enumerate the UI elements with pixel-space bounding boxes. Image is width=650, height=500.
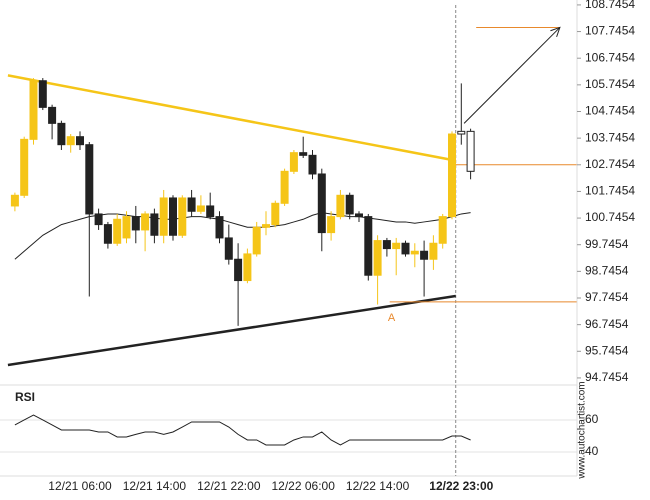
candle-body bbox=[382, 240, 391, 250]
x-tick-label: 12/21 06:00 bbox=[48, 479, 112, 493]
x-tick-label: 12/22 23:00 bbox=[429, 479, 493, 493]
x-tick-label: 12/21 22:00 bbox=[197, 479, 261, 493]
candle-body bbox=[420, 250, 429, 260]
candle-body bbox=[299, 152, 308, 156]
candle-body bbox=[38, 80, 47, 108]
y-tick-label: 107.7454 bbox=[585, 24, 635, 38]
candle-body bbox=[457, 130, 466, 135]
candle-body bbox=[169, 197, 177, 236]
y-tick-label: 101.7454 bbox=[585, 184, 635, 198]
candle-body bbox=[438, 216, 447, 244]
candle-body bbox=[122, 216, 131, 239]
candle-body bbox=[336, 194, 345, 218]
candle-body bbox=[215, 216, 224, 239]
candle-body bbox=[364, 216, 373, 276]
marker-label: A bbox=[388, 312, 396, 324]
candle-body bbox=[280, 170, 289, 204]
rsi-title: RSI bbox=[15, 390, 35, 404]
y-tick-label: 103.7454 bbox=[585, 130, 635, 144]
candle-body bbox=[94, 213, 103, 226]
candle-body bbox=[392, 242, 401, 250]
source: www.autochartist.com bbox=[577, 381, 588, 479]
candle-body bbox=[141, 213, 150, 231]
candle-body bbox=[289, 152, 298, 172]
candle-body bbox=[131, 216, 140, 231]
candle-body bbox=[262, 224, 270, 228]
candle-body bbox=[317, 173, 326, 234]
candle-body bbox=[410, 250, 419, 255]
candle-body bbox=[243, 253, 252, 282]
candle-body bbox=[57, 122, 66, 146]
y-tick-label: 105.7454 bbox=[585, 77, 635, 91]
y-tick-label: 97.7454 bbox=[585, 290, 629, 304]
y-tick-label: 102.7454 bbox=[585, 157, 635, 171]
y-tick-label: 40 bbox=[585, 444, 599, 458]
candle-body bbox=[103, 224, 112, 244]
candle-body bbox=[20, 138, 29, 196]
candle-body bbox=[206, 205, 215, 218]
arrow-head bbox=[550, 26, 561, 38]
candle-body bbox=[327, 216, 336, 234]
candle-body bbox=[10, 194, 19, 207]
rsi-line bbox=[14, 414, 471, 446]
candle-body bbox=[196, 205, 205, 212]
candle-body bbox=[448, 133, 456, 218]
candle-body bbox=[373, 240, 382, 276]
y-tick-label: 108.7454 bbox=[585, 0, 635, 11]
y-tick-label: 60 bbox=[585, 412, 599, 426]
candle-body bbox=[48, 106, 57, 124]
y-tick-label: 100.7454 bbox=[585, 210, 635, 224]
x-tick-label: 12/21 14:00 bbox=[123, 479, 187, 493]
candle-body bbox=[113, 218, 122, 244]
y-tick-label: 94.7454 bbox=[585, 370, 629, 384]
y-tick-label: 98.7454 bbox=[585, 264, 629, 278]
moving-average bbox=[14, 212, 471, 260]
candle-body bbox=[187, 197, 196, 212]
candle-body bbox=[234, 258, 243, 282]
candle-body bbox=[159, 197, 168, 236]
x-tick-label: 12/22 14:00 bbox=[346, 479, 410, 493]
y-tick-label: 96.7454 bbox=[585, 317, 629, 331]
candle-body bbox=[271, 202, 280, 226]
trendline bbox=[7, 294, 456, 367]
candle-body bbox=[76, 136, 84, 146]
candle-body bbox=[345, 194, 354, 215]
candle-body bbox=[308, 154, 317, 175]
candle-body bbox=[29, 80, 38, 140]
candle-body bbox=[178, 197, 187, 236]
candle-body bbox=[150, 213, 159, 236]
arrow bbox=[463, 27, 561, 124]
candle-body bbox=[429, 242, 438, 260]
candle-body bbox=[401, 242, 410, 255]
candle-body bbox=[224, 237, 233, 260]
x-tick-label: 12/22 06:00 bbox=[271, 479, 335, 493]
candle-body bbox=[355, 213, 363, 218]
candle-body bbox=[85, 144, 94, 215]
y-tick-label: 95.7454 bbox=[585, 343, 629, 357]
y-tick-label: 99.7454 bbox=[585, 237, 629, 251]
y-tick-label: 106.7454 bbox=[585, 50, 635, 64]
y-tick-label: 104.7454 bbox=[585, 104, 635, 118]
candle-body bbox=[466, 130, 475, 172]
candle-body bbox=[66, 136, 75, 146]
candle-body bbox=[252, 226, 261, 255]
trendline bbox=[7, 74, 456, 162]
